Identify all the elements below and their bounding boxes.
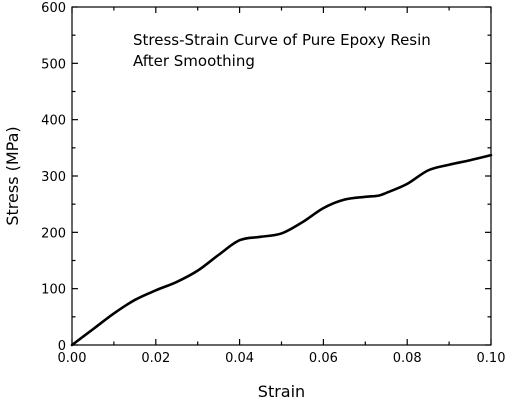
y-axis-title: Stress (MPa)	[3, 126, 22, 225]
y-tick-label: 0	[58, 339, 66, 354]
y-tick-label: 500	[41, 57, 66, 72]
x-tick-label: 0.10	[477, 351, 506, 366]
stress-strain-line	[70, 153, 493, 347]
x-tick-label: 0.04	[225, 351, 254, 366]
x-tick-label: 0.00	[58, 351, 87, 366]
x-tick-label: 0.06	[309, 351, 338, 366]
y-tick-label: 600	[41, 1, 66, 16]
y-tick-label: 200	[41, 226, 66, 241]
y-tick-label: 400	[41, 114, 66, 129]
x-tick-label: 0.02	[141, 351, 170, 366]
annotation-line-2: After Smoothing	[133, 52, 255, 70]
x-tick-label: 0.08	[393, 351, 422, 366]
axis-tick-labels: 0.00 0.02 0.04 0.06 0.08 0.10 0 100 200 300 400 500…	[41, 1, 505, 366]
y-tick-label: 300	[41, 170, 66, 185]
annotation-line-1: Stress-Strain Curve of Pure Epoxy Resin	[133, 31, 431, 49]
axis-ticks	[71, 6, 492, 346]
y-tick-label: 100	[41, 283, 66, 298]
x-axis-title: Strain	[258, 382, 305, 401]
